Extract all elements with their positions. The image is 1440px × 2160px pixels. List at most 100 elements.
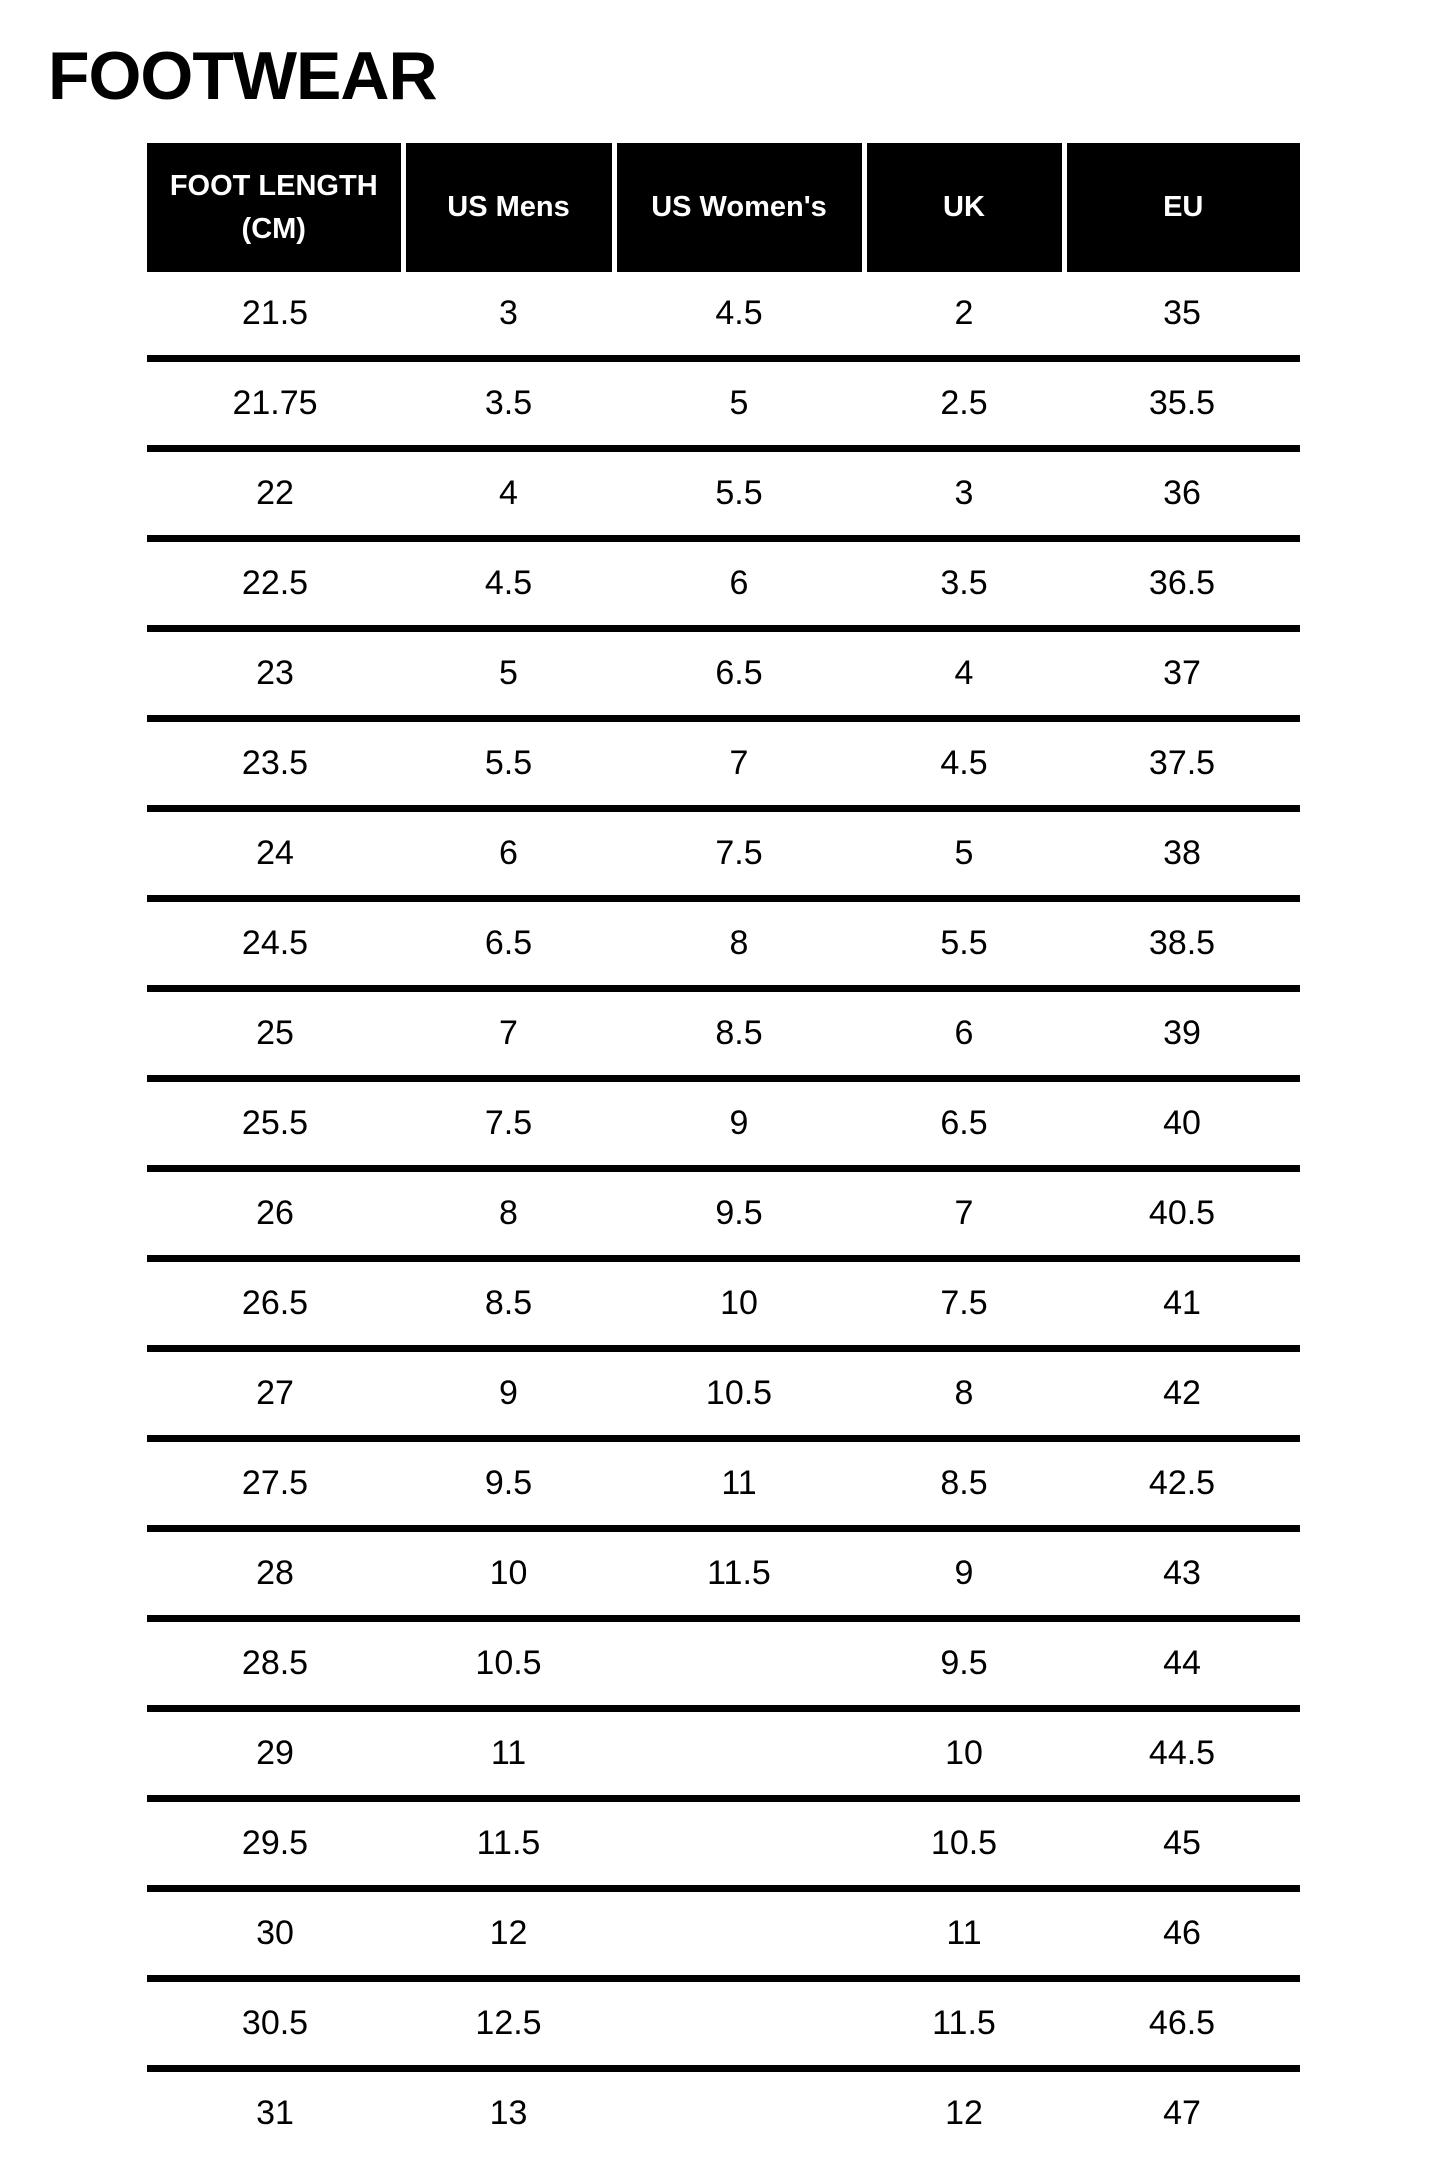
size-chart-body: 21.5 3 4.5 2 35 21.75 3.5 5 2.5 35.5 22 4 5.5 3 3 6 2 2.5…: [147, 272, 1300, 2155]
table-cell: 22: [256, 474, 294, 512]
table-cell: 30: [256, 1914, 294, 1952]
table-cell: 25.5: [241, 1104, 309, 1142]
table-cell: 6: [729, 564, 749, 602]
table-cell: 9: [729, 1104, 749, 1142]
table-cell: 29.5: [241, 1824, 309, 1862]
table-cell: [614, 1709, 864, 1799]
table-cell: 6: [954, 1014, 974, 1052]
table-cell: 7.5: [484, 1104, 533, 1142]
table-cell: 10.5: [475, 1644, 542, 1682]
table-cell: 12: [489, 1914, 528, 1952]
table-cell: 9.5: [715, 1194, 763, 1232]
table-cell: [614, 1619, 864, 1709]
table-cell: 8.5: [940, 1464, 988, 1502]
table-cell: 4.5: [715, 294, 763, 332]
table-cell: [614, 1889, 864, 1979]
table-cell: 11.5: [707, 1554, 771, 1592]
table-cell: 6: [499, 834, 518, 872]
table-cell: 7: [954, 1194, 974, 1232]
table-cell: 8: [499, 1194, 518, 1232]
table-cell: 2: [954, 294, 974, 332]
table-cell: 4: [499, 474, 518, 512]
table-cell: 35: [1163, 294, 1201, 332]
table-cell: 6.5: [715, 654, 763, 692]
table-cell: 7: [499, 1014, 518, 1052]
table-cell: 4: [954, 654, 974, 692]
table-cell: 27.5: [241, 1464, 309, 1502]
table-cell: 41: [1163, 1284, 1201, 1322]
table-cell: 23.5: [241, 744, 309, 782]
table-cell: 3.5: [484, 384, 533, 422]
table-row: 21.75 3.5 5 2.5 35.5: [147, 359, 1300, 449]
table-cell: 11: [721, 1464, 757, 1502]
table-row: 29 11 10 44.5: [147, 1709, 1300, 1799]
table-row: 26.5 8.5 10 7.5 41: [147, 1259, 1300, 1349]
table-cell: 29: [256, 1734, 294, 1772]
page-title: FOOTWEAR: [48, 38, 438, 114]
table-cell: 21.75: [232, 384, 318, 422]
table-row: 30.5 12.5 11.5 46.5: [147, 1979, 1300, 2069]
table-row: 30 12 11 46: [147, 1889, 1300, 1979]
table-row: 21.5 3 4.5 2 35: [147, 272, 1300, 359]
table-cell: 10: [720, 1284, 758, 1322]
table-cell: 5.5: [715, 474, 763, 512]
table-cell: 26.5: [241, 1284, 309, 1322]
table-cell: 5.5: [484, 744, 533, 782]
table-cell: 5: [499, 654, 518, 692]
table-cell: 36.5: [1148, 564, 1216, 602]
table-cell: 24: [256, 834, 294, 872]
table-cell: 42.5: [1148, 1464, 1216, 1502]
table-row: 28 10 11.5 9 43: [147, 1529, 1300, 1619]
table-cell: 9: [499, 1374, 518, 1412]
table-row: 23.5 5.5 7 4.5 37.5: [147, 719, 1300, 809]
table-cell: 4.5: [940, 744, 988, 782]
table-cell: 11.5: [476, 1824, 541, 1862]
size-chart-table: FOOT LENGTH (CM) US Mens US Women's UK E…: [147, 143, 1300, 2155]
table-cell: 26: [256, 1194, 294, 1232]
table-cell: 8: [729, 924, 749, 962]
table-cell: 4.5: [484, 564, 533, 602]
table-cell: 28: [256, 1554, 294, 1592]
table-cell: 12.5: [475, 2004, 542, 2042]
table-cell: 8.5: [715, 1014, 763, 1052]
table-cell: 13: [489, 2094, 528, 2132]
table-cell: 5: [729, 384, 749, 422]
table-cell: 10.5: [705, 1374, 773, 1412]
table-row: 23 5 6.5 4 37: [147, 629, 1300, 719]
table-row: 25 7 8.5 6 39: [147, 989, 1300, 1079]
table-cell: 8: [954, 1374, 974, 1412]
table-cell: 27: [256, 1374, 294, 1412]
table-cell: 12: [945, 2094, 983, 2132]
table-row: 31 13 12 47: [147, 2069, 1300, 2156]
table-row: 29.5 11.5 10.5 45: [147, 1799, 1300, 1889]
table-cell: 3.5: [940, 564, 988, 602]
table-cell: 45: [1163, 1824, 1201, 1862]
table-cell: 21.5: [241, 294, 309, 332]
table-cell: 3: [499, 294, 518, 332]
table-cell: 39: [1163, 1014, 1201, 1052]
table-cell: 44.5: [1148, 1734, 1216, 1772]
table-cell: 5: [954, 834, 974, 872]
table-cell: 30.5: [241, 2004, 309, 2042]
table-cell: 5.5: [940, 924, 988, 962]
table-cell: 35.5: [1148, 384, 1216, 422]
table-cell: 8.5: [484, 1284, 533, 1322]
table-cell: 42: [1163, 1374, 1201, 1412]
table-row: 22.5 4.5 6 3.5 36.5: [147, 539, 1300, 629]
header-row: FOOT LENGTH (CM) US Mens US Women's UK E…: [147, 143, 1300, 272]
table-cell: 43: [1163, 1554, 1201, 1592]
table-cell: 9: [954, 1554, 974, 1592]
header-foot-length-cm: FOOT LENGTH (CM): [147, 143, 403, 272]
header-us-womens: US Women's: [611, 143, 864, 272]
header-us-mens: US Mens: [400, 143, 614, 272]
table-cell: 44: [1163, 1644, 1201, 1682]
table-cell: 38.5: [1148, 924, 1216, 962]
table-cell: 9.5: [484, 1464, 533, 1502]
table-cell: 2.5: [940, 384, 988, 422]
table-cell: 24.5: [241, 924, 309, 962]
table-row: 22 4 5.5 3 36: [147, 449, 1300, 539]
table-cell: 11: [946, 1914, 982, 1952]
table-cell: 3: [954, 474, 974, 512]
table-cell: 10: [945, 1734, 983, 1772]
table-cell: 9.5: [940, 1644, 988, 1682]
